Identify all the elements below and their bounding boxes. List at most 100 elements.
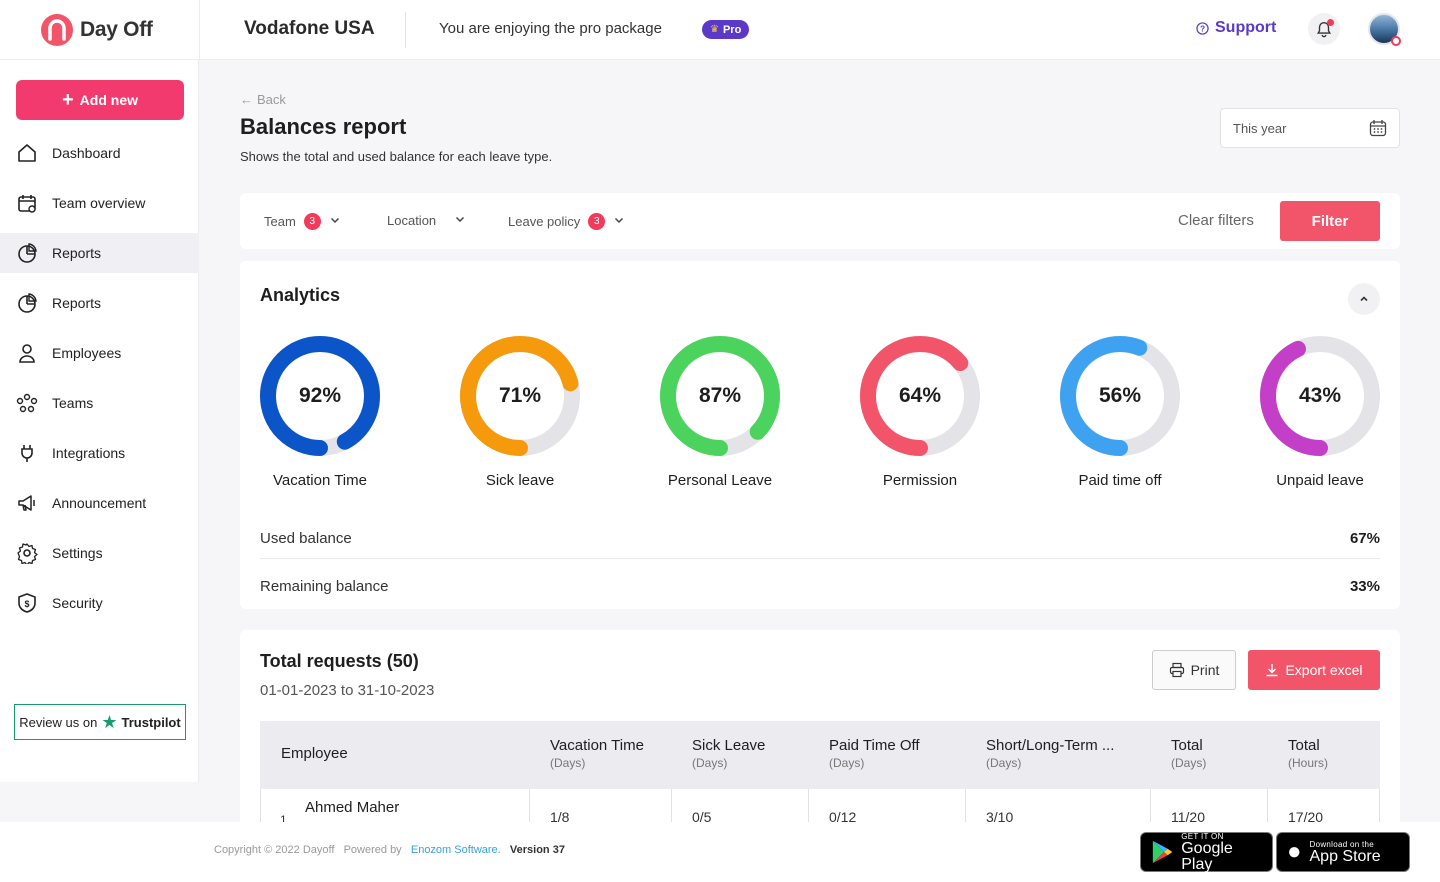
- download-icon: [1266, 664, 1278, 677]
- cell-sick: 0/5: [692, 809, 712, 825]
- remaining-balance-row: Remaining balance 33%: [260, 562, 1380, 610]
- powered-by-text: Powered by: [343, 844, 402, 856]
- table-header: Employee Vacation Time (Days) Sick Leave(…: [260, 721, 1380, 789]
- home-icon: [16, 142, 38, 164]
- sidebar-item-employees[interactable]: Employees: [0, 333, 199, 373]
- location-filter-dropdown[interactable]: Location: [387, 213, 466, 228]
- donut-arc: [260, 336, 380, 456]
- donut-chart-personal-leave: 87%: [660, 336, 780, 456]
- sidebar-item-label: Employees: [52, 345, 122, 361]
- sidebar-item-label: Reports: [52, 295, 102, 311]
- printer-icon: [1169, 662, 1184, 678]
- sidebar-item-settings[interactable]: Settings: [0, 533, 199, 573]
- column-header-employee[interactable]: Employee: [281, 745, 348, 762]
- analytics-title: Analytics: [260, 285, 341, 305]
- date-range-value: This year: [1233, 120, 1287, 136]
- used-balance-value: 67%: [1349, 529, 1380, 547]
- chevron-down-icon: [329, 214, 341, 229]
- svg-text:$: $: [24, 599, 29, 609]
- app-store-small-text: Download on the: [1309, 839, 1375, 849]
- remaining-balance-label: Remaining balance: [260, 577, 389, 595]
- clear-filters-button[interactable]: Clear filters: [1178, 212, 1254, 229]
- location-filter-label: Location: [387, 213, 437, 228]
- column-header-total-days[interactable]: Total (Days): [1171, 737, 1207, 770]
- trustpilot-text: Review us on: [19, 714, 98, 730]
- export-label: Export excel: [1285, 662, 1363, 678]
- sidebar-item-reports[interactable]: Reports: [0, 283, 199, 323]
- page-title: Balances report: [240, 114, 407, 139]
- donut-chart-sick-leave: 71%: [460, 336, 580, 456]
- cell-total-days: 11/20: [1171, 809, 1205, 825]
- column-header-short-long[interactable]: Short/Long-Term ... (Days): [986, 737, 1115, 770]
- help-circle-icon: ?: [1196, 21, 1209, 35]
- donut-ring: [460, 336, 580, 456]
- date-range-picker[interactable]: This year: [1220, 108, 1400, 148]
- calendar-icon: [1369, 120, 1387, 137]
- cell-vacation: 1/8: [550, 809, 570, 825]
- plug-icon: [16, 442, 38, 464]
- team-filter-dropdown[interactable]: Team 3: [264, 213, 341, 230]
- pie-chart-icon: [16, 292, 38, 314]
- sidebar-item-integrations[interactable]: Integrations: [0, 433, 199, 473]
- pro-badge: ♛ Pro: [702, 20, 750, 39]
- leave-policy-filter-dropdown[interactable]: Leave policy 3: [508, 213, 625, 230]
- donut-label: Vacation Time: [273, 472, 367, 489]
- filter-button[interactable]: Filter: [1280, 201, 1380, 241]
- sidebar-item-teams[interactable]: Teams: [0, 383, 199, 423]
- sidebar-item-security[interactable]: $ Security: [0, 583, 199, 623]
- user-avatar[interactable]: [1368, 13, 1401, 46]
- column-header-sick[interactable]: Sick Leave (Days): [692, 737, 766, 770]
- column-header-total-hours[interactable]: Total (Hours): [1288, 737, 1329, 770]
- filter-bar: Team 3 Location Leave policy 3 Clear fil…: [240, 193, 1400, 249]
- sidebar-item-label: Integrations: [52, 445, 126, 461]
- notification-dot: [1327, 19, 1334, 26]
- add-new-button[interactable]: + Add new: [16, 80, 184, 120]
- sidebar-item-announcement[interactable]: Announcement: [0, 483, 199, 523]
- column-divider: [529, 789, 530, 830]
- support-link[interactable]: ? Support: [1196, 19, 1276, 37]
- used-balance-row: Used balance 67%: [260, 514, 1380, 562]
- donut-chart-unpaid-leave: 43%: [1260, 336, 1380, 456]
- column-header-paid[interactable]: Paid Time Off (Days): [829, 737, 920, 770]
- column-divider: [1150, 789, 1151, 830]
- column-header-vacation[interactable]: Vacation Time (Days): [550, 737, 644, 770]
- sidebar-item-team-overview[interactable]: Team overview: [0, 183, 199, 223]
- leave-policy-filter-label: Leave policy: [508, 214, 581, 229]
- cell-paid: 0/12: [829, 809, 857, 825]
- donut-arc: [1060, 336, 1180, 456]
- donut-label: Sick leave: [485, 472, 555, 489]
- sidebar-item-label: Settings: [52, 545, 103, 561]
- sidebar-item-dashboard[interactable]: Dashboard: [0, 133, 199, 173]
- employee-name[interactable]: Ahmed Maher: [305, 799, 400, 816]
- column-divider: [965, 789, 966, 830]
- pie-chart-icon: [16, 242, 38, 264]
- header-separator: [405, 12, 406, 48]
- requests-card: Total requests (50) 01-01-2023 to 31-10-…: [240, 630, 1400, 830]
- sidebar-item-reports-active[interactable]: Reports: [0, 233, 199, 273]
- bell-icon: [1316, 22, 1332, 38]
- calendar-icon: [16, 192, 38, 214]
- donut-arc: [1260, 336, 1380, 456]
- team-filter-label: Team: [264, 214, 296, 229]
- donut-chart-vacation-time: 92%: [260, 336, 380, 456]
- logo[interactable]: Day Off: [40, 13, 153, 47]
- column-divider: [1267, 789, 1268, 830]
- leave-policy-filter-count: 3: [588, 213, 606, 230]
- column-divider: [671, 789, 672, 830]
- trustpilot-review-button[interactable]: Review us on ★ Trustpilot: [14, 704, 186, 740]
- google-play-icon: [1152, 840, 1173, 864]
- google-play-badge[interactable]: GET IT ON Google Play: [1140, 832, 1273, 872]
- enozom-link[interactable]: Enozom Software.: [410, 844, 501, 856]
- app-store-badge[interactable]: ● Download on the App Store: [1276, 832, 1410, 872]
- footer: Copyright © 2022 Dayoff Powered by Enozo…: [0, 822, 1440, 882]
- donut-value: 43%: [1298, 384, 1342, 407]
- table-row[interactable]: 1 Ahmed Maher 1/8 0/5 0/12 3/10 11/20 17…: [260, 789, 1380, 830]
- donut-value: 64%: [898, 384, 942, 407]
- notifications-button[interactable]: [1308, 13, 1340, 45]
- donut-arc: [660, 336, 780, 456]
- back-link[interactable]: ← Back: [240, 92, 286, 107]
- print-button[interactable]: Print: [1152, 650, 1236, 690]
- company-name: Vodafone USA: [244, 18, 375, 39]
- collapse-button[interactable]: [1348, 283, 1380, 315]
- export-excel-button[interactable]: Export excel: [1248, 650, 1380, 690]
